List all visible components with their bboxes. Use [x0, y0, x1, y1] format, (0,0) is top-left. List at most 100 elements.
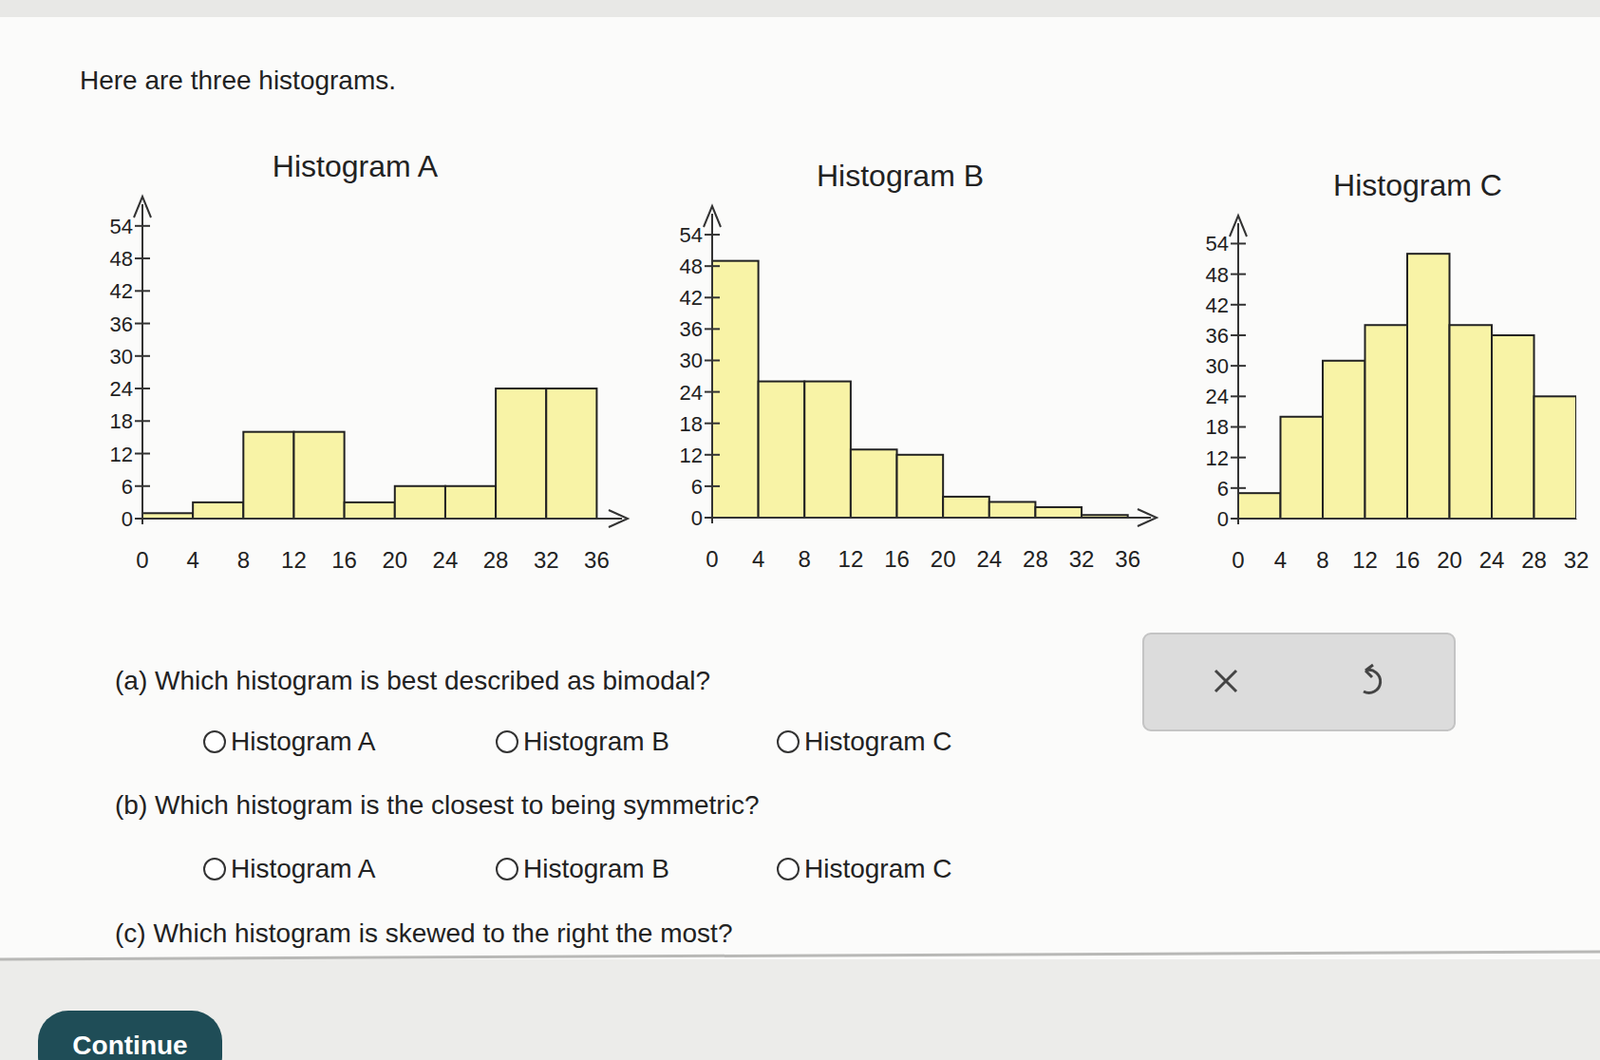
x-tick-label: 12	[838, 545, 865, 572]
histogram-bar	[1449, 324, 1493, 519]
undo-icon[interactable]	[1363, 664, 1381, 693]
radio-button[interactable]	[204, 858, 226, 880]
histogram-bar	[1280, 416, 1324, 519]
x-tick-label: 16	[1394, 546, 1421, 573]
question-text: (a) Which histogram is best described as…	[114, 665, 711, 696]
y-tick-label: 36	[1205, 323, 1229, 348]
y-tick	[134, 225, 151, 227]
y-tick	[1230, 334, 1246, 337]
x-tick-label: 24	[976, 545, 1002, 572]
option-label[interactable]: Histogram B	[523, 726, 670, 756]
y-tick	[134, 485, 151, 488]
x-tick-label: 28	[1521, 546, 1547, 573]
radio-button[interactable]	[496, 731, 518, 753]
y-axis	[141, 204, 144, 525]
y-tick-label: 6	[691, 474, 703, 499]
y-tick-label: 12	[1205, 446, 1229, 471]
x-tick-label: 4	[752, 545, 765, 572]
y-tick	[704, 422, 720, 425]
x-tick-label: 36	[583, 546, 610, 573]
question-text: (c) Which histogram is skewed to the rig…	[114, 918, 733, 948]
option-label[interactable]: Histogram A	[230, 853, 377, 884]
top-band	[0, 0, 1600, 18]
continue-button[interactable]	[37, 1010, 223, 1060]
y-tick-label: 0	[691, 506, 703, 530]
y-tick	[1230, 364, 1246, 367]
x-tick-label: 20	[1436, 546, 1463, 573]
page: Here are three histograms.Histogram A061…	[0, 0, 1600, 1060]
y-tick-label: 48	[110, 246, 133, 271]
y-tick	[134, 387, 151, 390]
y-tick-label: 18	[1205, 414, 1229, 439]
y-arrow	[133, 196, 151, 218]
y-tick-label: 36	[110, 312, 133, 337]
x-tick	[1238, 518, 1240, 520]
x-tick	[1127, 517, 1129, 519]
y-tick-label: 0	[1217, 507, 1229, 531]
radio-button[interactable]	[496, 858, 518, 880]
histogram-bar	[989, 501, 1036, 518]
continue-label[interactable]: Continue	[72, 1030, 188, 1060]
x-tick-label: 4	[186, 546, 199, 573]
histogram-bar	[1407, 253, 1450, 519]
y-tick-label: 30	[110, 344, 133, 369]
x-tick-label: 4	[1274, 546, 1287, 573]
x-tick-label: 24	[1479, 546, 1506, 573]
y-tick	[134, 452, 151, 455]
y-tick	[704, 453, 720, 456]
x-tick	[896, 517, 898, 519]
histogram-bar	[344, 502, 396, 519]
x-axis	[1238, 517, 1577, 520]
y-tick-label: 6	[1217, 476, 1229, 501]
radio-button[interactable]	[777, 858, 799, 880]
y-tick	[134, 322, 151, 325]
x-tick	[988, 517, 990, 519]
x-tick-label: 32	[1563, 546, 1590, 573]
y-tick	[704, 327, 720, 330]
x-tick-label: 0	[705, 545, 718, 572]
option-label[interactable]: Histogram B	[523, 853, 670, 884]
option-label[interactable]: Histogram A	[230, 726, 377, 756]
y-tick-label: 48	[679, 254, 703, 279]
radio-button[interactable]	[777, 731, 799, 753]
option-label[interactable]: Histogram C	[804, 726, 953, 756]
x-tick	[1576, 518, 1578, 520]
y-tick	[134, 289, 151, 292]
y-tick-label: 18	[110, 409, 133, 433]
y-tick	[1230, 395, 1246, 397]
histogram-chart: Histogram B06121824303642485404812162024…	[679, 158, 1157, 572]
histogram-bar	[243, 432, 294, 519]
x-tick-label: 36	[1114, 545, 1141, 572]
y-tick	[134, 517, 151, 520]
x-tick	[142, 518, 144, 520]
x-tick-label: 0	[135, 546, 149, 573]
x-tick	[293, 518, 295, 520]
y-arrow	[1229, 215, 1247, 237]
histogram-bar	[1534, 395, 1578, 519]
x-tick-label: 32	[533, 546, 560, 573]
histogram-bar	[395, 486, 446, 519]
y-tick-label: 12	[110, 442, 133, 467]
x-axis	[142, 517, 622, 520]
radio-button[interactable]	[204, 731, 226, 753]
x-tick	[243, 518, 245, 520]
x-arrow	[1137, 508, 1157, 527]
clear-icon[interactable]	[1215, 670, 1237, 692]
y-tick	[1230, 517, 1246, 520]
x-tick-label: 0	[1231, 546, 1244, 573]
histogram-bar	[1365, 324, 1409, 519]
y-tick	[1230, 425, 1246, 428]
x-tick-label: 20	[930, 545, 957, 572]
histogram-bar	[192, 502, 244, 519]
x-tick	[192, 518, 194, 520]
chart-title: Histogram C	[1333, 168, 1503, 203]
x-tick	[1081, 517, 1083, 519]
histogram-chart: Histogram A06121824303642485404812162024…	[110, 149, 628, 573]
option-label[interactable]: Histogram C	[804, 853, 953, 884]
y-tick	[134, 355, 151, 358]
bars	[1238, 253, 1577, 519]
y-tick-label: 30	[679, 348, 703, 373]
y-tick	[704, 391, 720, 394]
chart-title: Histogram A	[272, 149, 439, 184]
answer-tools	[1143, 633, 1455, 731]
